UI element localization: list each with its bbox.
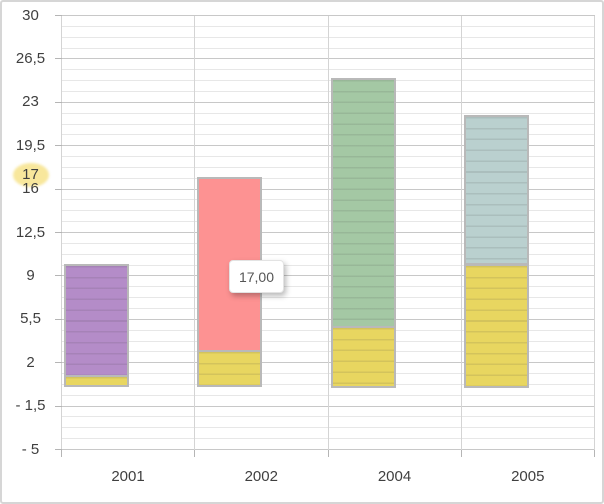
- vertical-gridline: [460, 15, 462, 450]
- x-axis-tick: [460, 449, 462, 457]
- y-axis-tick: [54, 362, 62, 364]
- axis-value-highlight[interactable]: [13, 163, 49, 187]
- y-axis-tick: [54, 405, 62, 407]
- x-axis-tick: [327, 449, 329, 457]
- y-axis-label: 30: [22, 6, 39, 24]
- bar-segment-2002-yellow[interactable]: [197, 350, 263, 388]
- bar-segment-2005-yellow[interactable]: [463, 263, 529, 388]
- y-axis-tick: [54, 449, 62, 450]
- bar-segment-2001-purple[interactable]: [64, 263, 129, 378]
- y-axis-tick: [54, 188, 62, 190]
- vertical-gridline: [61, 15, 62, 450]
- bar-segment-2005-bluegray[interactable]: [463, 114, 529, 266]
- y-axis-label: 2: [26, 353, 35, 371]
- y-axis-tick: [54, 15, 62, 16]
- y-axis-label: 5,5: [20, 310, 41, 328]
- bar-segment-2004-yellow[interactable]: [330, 325, 396, 388]
- y-axis-tick: [54, 318, 62, 320]
- x-axis-label: 2002: [244, 468, 278, 485]
- y-axis-tick: [54, 58, 62, 60]
- x-axis-label: 2004: [377, 468, 412, 485]
- y-axis-label: 9: [26, 266, 35, 284]
- x-axis-tick: [594, 449, 595, 457]
- y-axis-label: 19,5: [15, 136, 46, 154]
- y-axis-tick: [54, 275, 62, 277]
- y-axis-label: 23: [22, 93, 39, 111]
- y-axis-label: - 5: [21, 440, 40, 458]
- bar-segment-2001-yellow[interactable]: [64, 375, 129, 388]
- vertical-gridline: [194, 15, 196, 450]
- highlighted-y-axis-label: 17: [22, 166, 39, 183]
- x-axis-tick: [61, 449, 62, 457]
- y-axis-label: 16: [22, 180, 39, 198]
- x-axis-label: 2001: [111, 468, 145, 485]
- data-label-tooltip[interactable]: 17,00: [229, 260, 284, 293]
- vertical-gridline: [594, 15, 595, 450]
- y-axis-label: 26,5: [15, 49, 46, 67]
- y-axis-label: - 1,5: [15, 397, 46, 415]
- bar-segment-2004-green[interactable]: [330, 77, 396, 328]
- vertical-gridline: [327, 15, 329, 450]
- x-axis-label: 2005: [511, 468, 545, 485]
- y-axis-tick: [54, 145, 62, 147]
- y-axis-label: 12,5: [15, 223, 46, 241]
- x-axis-tick: [194, 449, 196, 457]
- data-label-value: 17,00: [238, 268, 275, 285]
- y-axis-tick: [54, 101, 62, 103]
- y-axis-tick: [54, 232, 62, 233]
